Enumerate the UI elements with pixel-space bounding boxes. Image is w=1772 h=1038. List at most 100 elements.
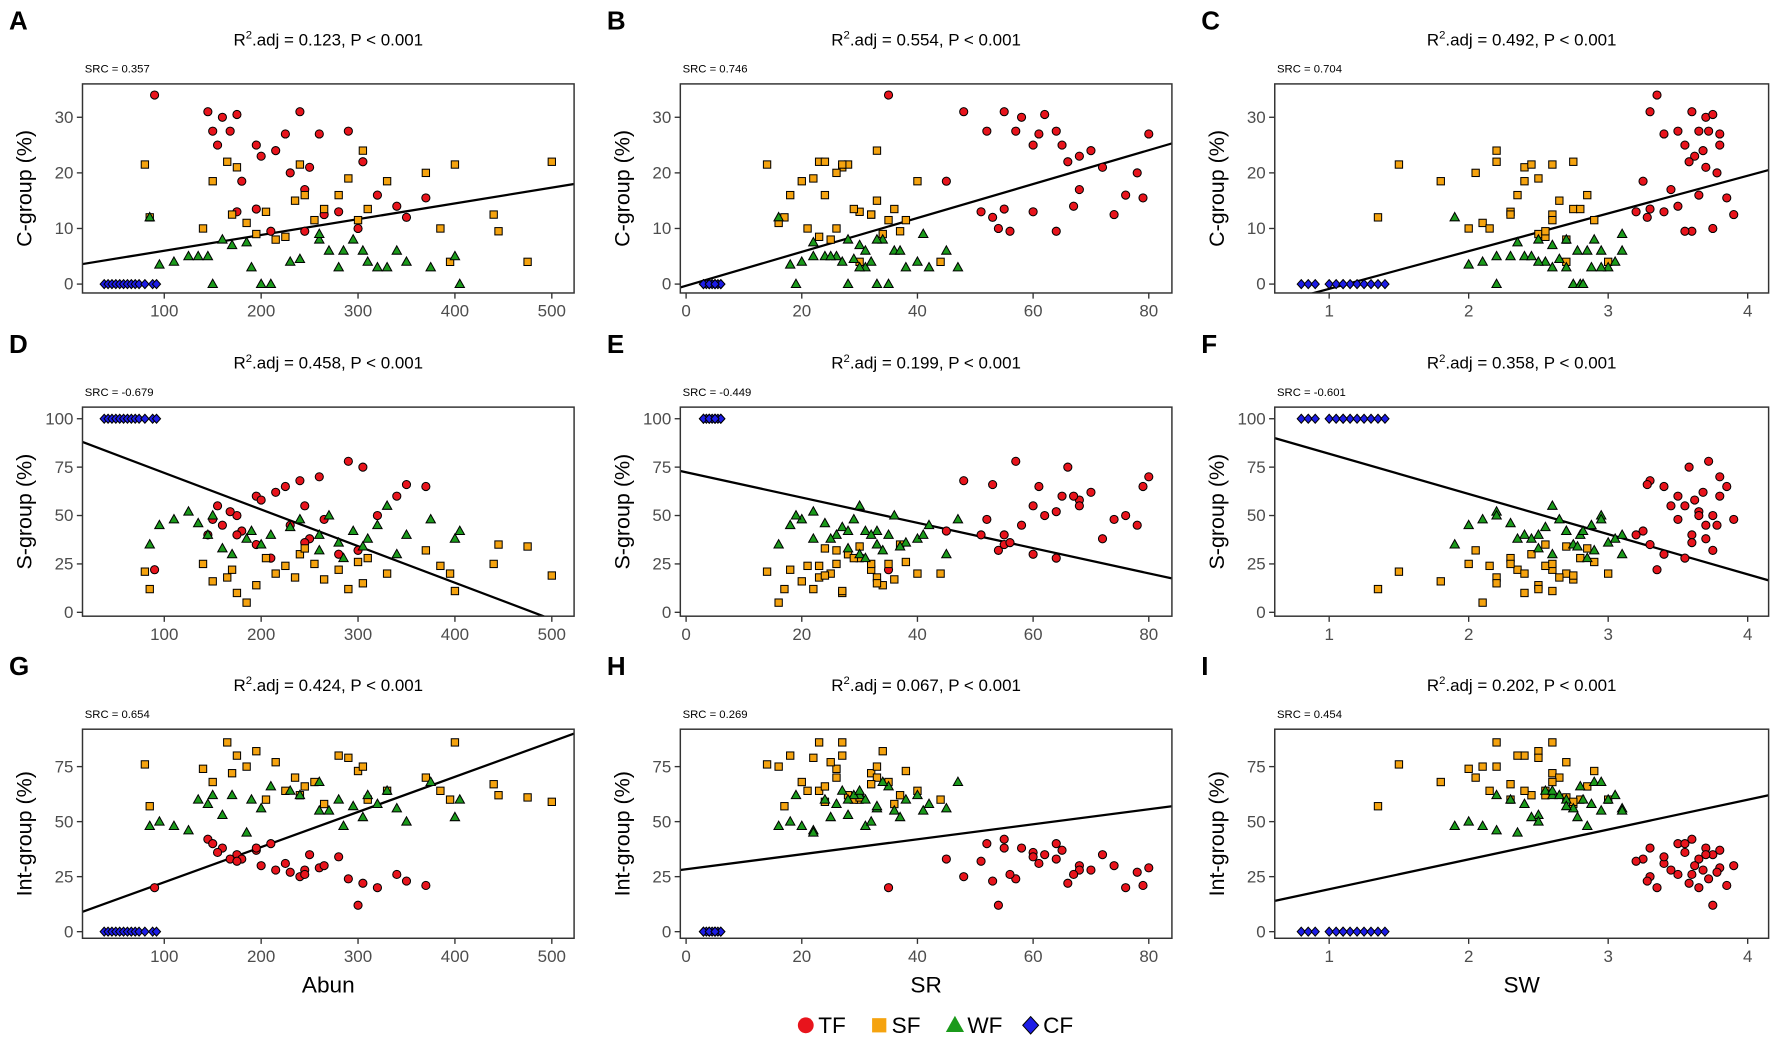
point-wf (1581, 244, 1593, 255)
point-wf (825, 532, 837, 543)
point-wf (425, 261, 437, 272)
point-sf (1541, 561, 1550, 571)
point-wf (216, 542, 228, 553)
point-tf (1051, 126, 1061, 136)
point-wf (362, 789, 374, 800)
point-sf (820, 190, 830, 200)
point-wf (323, 804, 335, 815)
point-wf (1560, 525, 1572, 535)
point-cf (1373, 278, 1383, 290)
point-tf (1631, 856, 1641, 866)
point-sf (1527, 791, 1536, 800)
point-wf (882, 528, 895, 539)
point-wf (216, 233, 228, 244)
point-tf (372, 883, 382, 893)
point-sf (1492, 157, 1501, 166)
point-sf (895, 227, 905, 236)
title-rest: .adj = 0.424, P < 0.001 (252, 676, 423, 695)
legend-marker-diamond-icon (1022, 1015, 1040, 1035)
panel-title: R2.adj = 0.458, P < 0.001 (233, 353, 423, 373)
point-wf (1571, 540, 1584, 551)
point-wf (796, 820, 808, 830)
point-wf (1546, 548, 1558, 559)
point-sf (261, 795, 271, 804)
x-tick-label: 100 (150, 625, 178, 644)
point-tf (1121, 190, 1131, 200)
point-wf (192, 517, 204, 528)
point-wf (854, 239, 866, 250)
point-sf (523, 257, 532, 267)
point-tf (1063, 878, 1073, 888)
x-tick-label: 2 (1464, 302, 1473, 321)
point-tf (1701, 162, 1711, 172)
point-tf (1144, 129, 1154, 139)
title-lead: R (1427, 676, 1439, 695)
point-tf (1132, 168, 1142, 178)
panel-letter: C (1201, 6, 1220, 36)
panel-title: R2.adj = 0.554, P < 0.001 (831, 30, 1021, 50)
panel-title: R2.adj = 0.358, P < 0.001 (1427, 353, 1617, 373)
point-tf (295, 476, 305, 486)
point-cf (151, 413, 162, 424)
point-wf (923, 519, 935, 530)
point-sf (1506, 559, 1515, 569)
point-cf (1359, 278, 1369, 290)
point-cf (710, 278, 720, 290)
point-sf (780, 802, 789, 811)
point-wf (842, 233, 854, 244)
point-cf (1338, 413, 1348, 424)
x-tick-label: 200 (247, 947, 275, 966)
point-sf (780, 584, 789, 594)
point-sf (1478, 218, 1487, 228)
point-tf (1109, 210, 1119, 220)
point-sf (901, 766, 911, 776)
legend: TF SF WF CF (797, 1013, 1073, 1038)
point-wf (313, 804, 325, 815)
point-sf (884, 559, 893, 569)
point-sf (1520, 751, 1529, 760)
point-sf (344, 174, 353, 183)
point-tf (251, 204, 261, 214)
point-tf (1051, 226, 1061, 236)
point-tf (1638, 526, 1648, 536)
y-tick-label: 75 (1247, 458, 1266, 477)
point-sf (1562, 542, 1571, 551)
point-wf (877, 544, 889, 555)
point-wf (882, 278, 895, 289)
point-wf (819, 793, 831, 804)
point-tf (1016, 843, 1027, 853)
point-cf (1331, 413, 1341, 424)
point-tf (993, 900, 1003, 910)
point-sf (820, 157, 830, 166)
legend-marker-triangle-icon (945, 1015, 965, 1033)
point-wf (216, 809, 228, 819)
point-sf (1373, 213, 1383, 222)
point-tf (1680, 140, 1690, 150)
point-tf (1690, 495, 1700, 505)
x-tick-label: 2 (1464, 947, 1473, 966)
point-wf (952, 776, 964, 786)
point-tf (1712, 867, 1722, 877)
point-sf (890, 575, 899, 584)
point-tf (988, 212, 998, 222)
point-tf (1132, 867, 1142, 877)
point-wf (347, 800, 359, 811)
y-tick-label: 50 (55, 506, 74, 525)
x-tick-label: 4 (1743, 947, 1752, 966)
point-sf (1373, 584, 1383, 594)
point-tf (319, 861, 329, 871)
point-tf (1121, 883, 1131, 893)
point-sf (1555, 573, 1564, 582)
point-sf (290, 573, 300, 582)
panel-title: R2.adj = 0.202, P < 0.001 (1427, 675, 1617, 695)
x-axis-title: Abun (302, 973, 355, 998)
point-cf (1366, 413, 1376, 424)
point-sf (489, 210, 498, 219)
point-wf (917, 228, 929, 239)
point-wf (1595, 776, 1607, 786)
title-lead: R (233, 30, 245, 49)
point-sf (838, 160, 847, 169)
point-cf (1324, 278, 1334, 290)
point-tf (343, 456, 353, 466)
